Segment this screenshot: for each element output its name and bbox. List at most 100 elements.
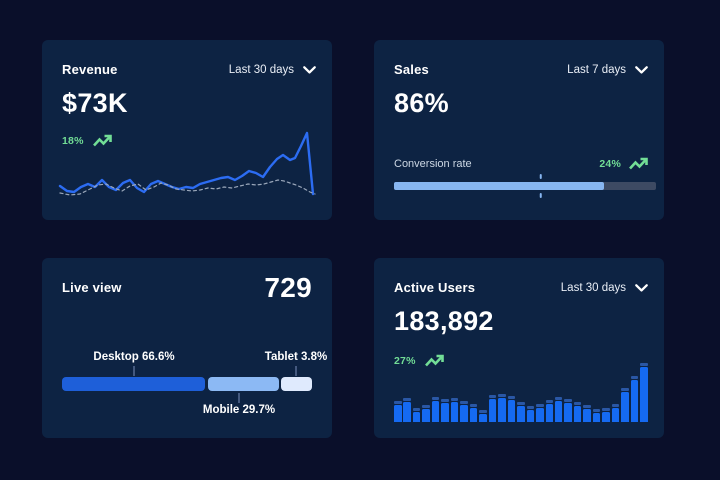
conversion-delta-value: 24%: [599, 158, 621, 170]
user-bar-cap: [422, 405, 430, 408]
conversion-progress-track: [394, 174, 656, 198]
user-bar-body: [602, 412, 610, 422]
active-users-value: 183,892: [394, 306, 494, 336]
live-view-header: Live view: [62, 280, 316, 295]
revenue-delta: 18%: [62, 134, 112, 148]
chevron-down-icon: [303, 65, 316, 74]
revenue-delta-value: 18%: [62, 135, 84, 147]
mobile-label-connector: [238, 393, 240, 403]
trend-up-icon: [92, 134, 112, 147]
user-bar: [536, 404, 544, 422]
conversion-delta: 24%: [599, 157, 648, 171]
active-users-period-label: Last 30 days: [560, 281, 626, 294]
user-bar-body: [630, 380, 639, 422]
user-bar-body: [564, 403, 572, 422]
live-view-title: Live view: [62, 280, 122, 295]
revenue-header: Revenue Last 30 days: [62, 62, 316, 77]
user-bar: [611, 404, 620, 422]
user-bar-cap: [545, 400, 553, 403]
active-users-bar-chart: [394, 360, 648, 422]
user-bar-body: [412, 412, 421, 422]
tablet-label-connector: [295, 366, 297, 376]
user-bar: [394, 401, 402, 422]
user-bar-cap: [583, 405, 591, 408]
active-users-period-dropdown[interactable]: Last 30 days: [561, 282, 648, 294]
trend-up-icon: [629, 157, 648, 170]
user-bar-body: [545, 404, 553, 422]
user-bar-cap: [640, 363, 648, 366]
revenue-value: $73K: [62, 88, 128, 118]
user-bar-body: [403, 402, 411, 422]
revenue-line-current: [58, 131, 315, 196]
sales-card: Sales Last 7 days 86% Conversion rate 24…: [374, 40, 664, 220]
revenue-chart: [58, 131, 316, 196]
user-bar: [592, 409, 601, 422]
user-bar-cap: [536, 404, 544, 407]
user-bar-body: [394, 405, 402, 422]
user-bar-body: [554, 401, 563, 422]
user-bar-cap: [450, 398, 459, 401]
user-bar: [630, 376, 639, 422]
user-bar-cap: [431, 397, 440, 400]
user-bar: [583, 405, 591, 422]
user-bar: [564, 399, 572, 422]
user-bar-cap: [517, 402, 525, 405]
user-bar-body: [640, 367, 648, 422]
user-bar-body: [431, 401, 440, 422]
user-bar-cap: [564, 399, 572, 402]
sales-period-dropdown[interactable]: Last 7 days: [567, 64, 648, 76]
conversion-progress-fill: [394, 182, 604, 190]
active-users-delta: 27%: [394, 354, 444, 368]
user-bar: [479, 410, 487, 422]
desktop-segment-label: Desktop 66.6%: [93, 351, 175, 363]
desktop-segment: [62, 377, 205, 391]
live-view-value: 729: [264, 272, 312, 303]
conversion-row: Conversion rate 24%: [394, 157, 648, 171]
user-bar-cap: [441, 399, 449, 402]
user-bar-body: [460, 405, 468, 422]
user-bar-cap: [479, 410, 487, 413]
tablet-segment-label: Tablet 3.8%: [264, 351, 328, 363]
user-bar-body: [479, 414, 487, 422]
sales-title: Sales: [394, 62, 429, 77]
chevron-down-icon: [635, 65, 648, 74]
user-bar-cap: [469, 404, 478, 407]
user-bar-body: [517, 406, 525, 422]
user-bar-body: [573, 406, 582, 422]
mobile-segment: [207, 377, 279, 391]
tablet-segment: [281, 377, 312, 391]
active-users-card: Active Users Last 30 days 183,892 27%: [374, 258, 664, 438]
user-bar: [517, 402, 525, 422]
user-bar-body: [526, 410, 535, 422]
sales-value: 86%: [394, 88, 449, 118]
user-bar-body: [488, 399, 497, 422]
mobile-segment-label: Mobile 29.7%: [202, 404, 276, 416]
user-bar: [526, 406, 535, 422]
user-bar: [498, 394, 506, 422]
user-bar-cap: [394, 401, 402, 404]
active-users-title: Active Users: [394, 280, 476, 295]
user-bar: [460, 401, 468, 422]
revenue-period-dropdown[interactable]: Last 30 days: [229, 64, 316, 76]
live-view-card: Live view 729 Desktop 66.6% Tablet 3.8% …: [42, 258, 332, 438]
user-bar-cap: [498, 394, 506, 397]
user-bar: [441, 399, 449, 422]
user-bar-body: [611, 408, 620, 422]
user-bar-body: [441, 403, 449, 422]
trend-up-icon: [424, 354, 444, 367]
user-bar: [469, 404, 478, 422]
chevron-down-icon: [635, 283, 648, 292]
user-bar: [573, 402, 582, 422]
user-bar: [431, 397, 440, 422]
user-bar-cap: [460, 401, 468, 404]
sales-period-label: Last 7 days: [567, 63, 626, 76]
user-bar: [640, 363, 648, 422]
user-bar: [554, 397, 563, 422]
user-bar-cap: [602, 408, 610, 411]
user-bar-body: [450, 402, 459, 422]
active-users-delta-value: 27%: [394, 355, 416, 367]
revenue-card: Revenue Last 30 days $73K 18%: [42, 40, 332, 220]
user-bar: [621, 388, 629, 422]
user-bar-body: [536, 408, 544, 422]
